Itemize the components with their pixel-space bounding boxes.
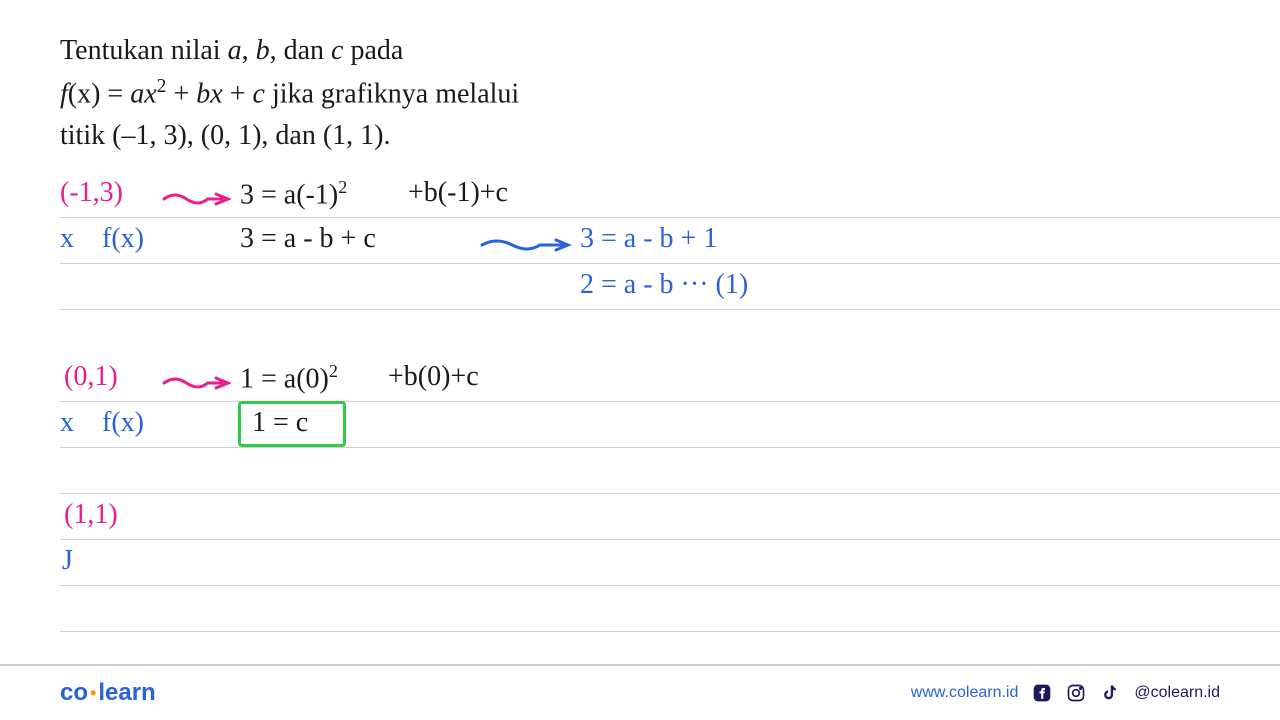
handwriting-text: 3 = a - b + c bbox=[240, 223, 376, 255]
handwriting-text: 2 = a - b ··· (1) bbox=[580, 269, 748, 301]
handwriting-text: (0,1) bbox=[64, 361, 118, 393]
facebook-icon bbox=[1032, 683, 1052, 703]
ruled-line bbox=[60, 263, 1280, 264]
handwriting-text: J bbox=[62, 545, 73, 577]
handwritten-work-area: (-1,3) x f(x) 3 = a(-1)2 +b(-1)+c 3 = a - b +… bbox=[60, 175, 1220, 595]
ruled-line bbox=[60, 217, 1280, 218]
squiggle-arrow-icon bbox=[162, 189, 232, 209]
problem-line-2: f(x) = ax2 + bx + c jika grafiknya melal… bbox=[60, 72, 1220, 115]
handwriting-text: (1,1) bbox=[64, 499, 118, 531]
social-handle: @colearn.id bbox=[1134, 684, 1220, 702]
footer-bar: co•learn www.colearn.id @colearn.id bbox=[0, 664, 1280, 720]
brand-logo: co•learn bbox=[60, 679, 156, 707]
ruled-line bbox=[60, 309, 1280, 310]
handwriting-text: 1 = a(0)2 bbox=[240, 361, 338, 395]
handwriting-text: 3 = a - b + 1 bbox=[580, 223, 717, 255]
handwriting-text: +b(0)+c bbox=[388, 361, 479, 393]
problem-statement: Tentukan nilai a, b, dan c pada f(x) = a… bbox=[60, 30, 1220, 157]
footer-right: www.colearn.id @colearn.id bbox=[911, 683, 1220, 703]
handwriting-text: x bbox=[60, 223, 74, 255]
squiggle-arrow-icon bbox=[162, 373, 232, 393]
website-link[interactable]: www.colearn.id bbox=[911, 684, 1019, 702]
ruled-line bbox=[60, 585, 1280, 586]
ruled-line bbox=[60, 493, 1280, 494]
ruled-line bbox=[60, 631, 1280, 632]
handwriting-text: x bbox=[60, 407, 74, 439]
squiggle-arrow-icon bbox=[480, 235, 572, 255]
ruled-line bbox=[60, 539, 1280, 540]
handwriting-text: +b(-1)+c bbox=[408, 177, 508, 209]
handwriting-text: 3 = a(-1)2 bbox=[240, 177, 347, 211]
problem-line-1: Tentukan nilai a, b, dan c pada bbox=[60, 30, 1220, 72]
ruled-line bbox=[60, 447, 1280, 448]
handwriting-text: f(x) bbox=[102, 407, 144, 439]
highlight-box bbox=[238, 401, 346, 447]
problem-line-3: titik (–1, 3), (0, 1), dan (1, 1). bbox=[60, 115, 1220, 157]
handwriting-text: f(x) bbox=[102, 223, 144, 255]
tiktok-icon bbox=[1100, 683, 1120, 703]
instagram-icon bbox=[1066, 683, 1086, 703]
handwriting-text: (-1,3) bbox=[60, 177, 123, 209]
